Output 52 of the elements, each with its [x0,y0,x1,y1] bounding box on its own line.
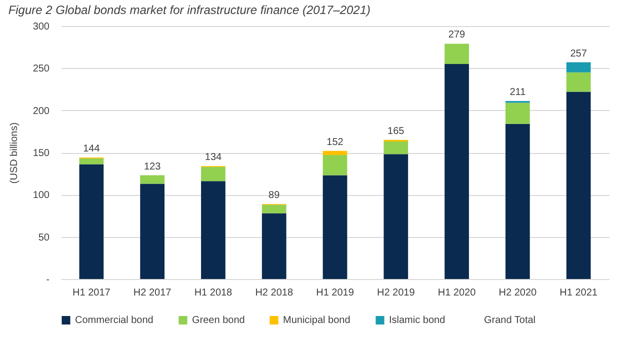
legend-label: Municipal bond [283,315,350,326]
y-tick-label: - [46,274,50,286]
y-tick-label: 250 [32,64,50,75]
bar [140,184,165,279]
bar [262,213,286,279]
x-tick-label: H1 2020 [438,288,476,298]
x-tick-label: H2 2020 [498,288,538,298]
bar [384,154,408,279]
bar [566,92,591,279]
bar [322,155,348,176]
total-label: 123 [144,161,162,172]
bar [79,158,104,164]
legend-label: Islamic bond [389,315,446,326]
x-tick-label: H1 2021 [560,288,598,298]
bar [566,72,591,92]
bar [505,102,530,124]
y-tick-label: 300 [32,22,50,32]
legend-label: Green bond [192,315,245,326]
total-label: 279 [448,30,466,41]
bar [322,175,348,279]
bar [201,166,226,182]
bar [505,124,530,279]
total-label: 211 [510,87,526,98]
bar [262,204,286,214]
bar [140,175,165,184]
bar [384,142,408,154]
x-tick-label: H2 2018 [255,288,294,298]
total-label: 144 [83,144,100,155]
total-label: 152 [326,136,344,148]
total-label: 257 [570,48,588,60]
x-tick-label: H2 2017 [133,288,172,298]
y-axis-title: (USD billions) [8,122,20,184]
total-label: 165 [388,126,405,137]
bar [322,150,348,156]
x-tick-label: H1 2017 [72,288,111,298]
total-label: 89 [268,190,280,201]
total-label: 134 [204,152,222,163]
x-tick-label: H2 2019 [376,288,416,298]
x-tick-label: H1 2019 [316,288,354,298]
y-tick-label: 200 [32,106,50,117]
y-tick-label: 100 [32,190,50,202]
x-tick-label: H1 2018 [194,288,233,298]
bar [566,62,591,72]
bar [444,64,469,279]
bar [444,44,469,64]
text: Grand Total [484,315,536,326]
bar [79,164,104,279]
bar [201,181,226,279]
y-tick-label: 50 [38,232,50,244]
chart-title: Figure 2 Global bonds market for infrastructure finance (2017–2021) [8,3,371,17]
legend-label: Commercial bond [75,315,154,326]
y-tick-label: 150 [32,148,50,159]
